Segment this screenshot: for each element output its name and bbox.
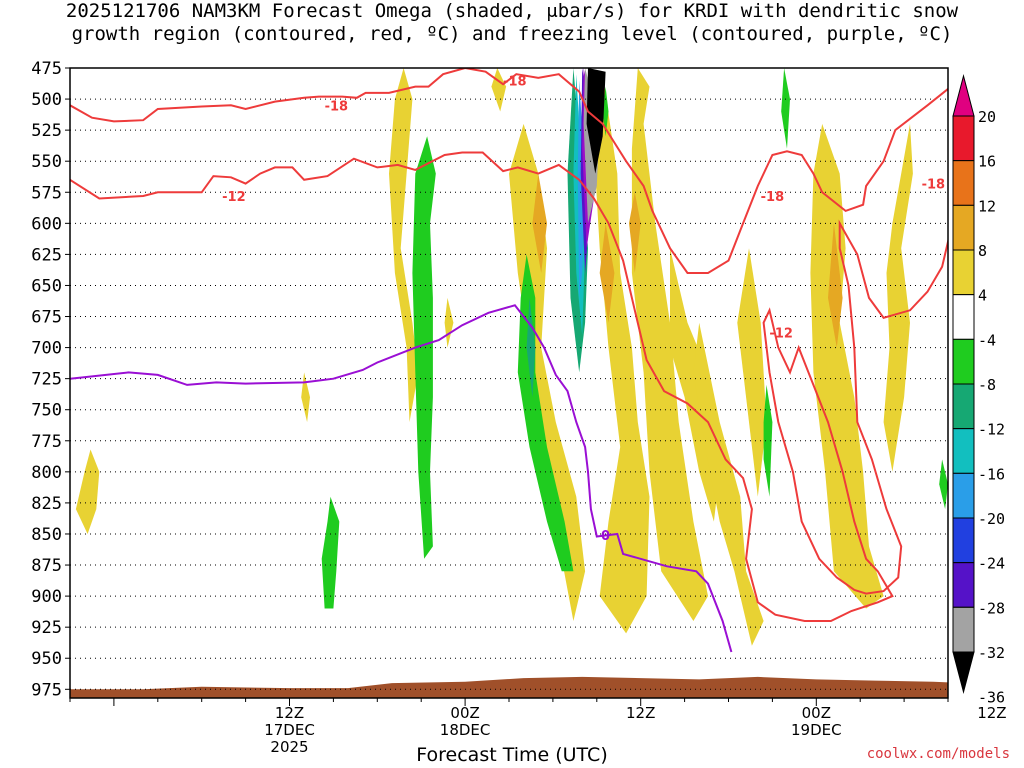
y-tick-label: 500 — [31, 90, 62, 110]
colorbar-label: 16 — [978, 153, 996, 171]
dgz-contour-label: -18 — [761, 190, 785, 205]
y-tick-label: 975 — [31, 680, 62, 700]
colorbar-label: -8 — [978, 376, 996, 394]
colorbar-swatch — [953, 116, 974, 161]
x-tick-label: 00Z — [802, 704, 831, 722]
colorbar-label: 4 — [978, 287, 987, 305]
colorbar-label: -32 — [978, 644, 1005, 662]
colorbar-swatch — [953, 607, 974, 652]
omega-region--4 — [939, 459, 948, 509]
colorbar-label: -12 — [978, 421, 1005, 439]
y-tick-label: 775 — [31, 432, 62, 452]
colorbar-label: -36 — [978, 689, 1005, 707]
colorbar-swatch — [953, 473, 974, 518]
omega-region-4 — [76, 450, 99, 535]
y-tick-label: 875 — [31, 556, 62, 576]
x-tick-label: 19DEC — [791, 721, 842, 739]
colorbar-swatch — [953, 205, 974, 250]
plot-content: -18 -18 -12 -18 -18 -12 0 — [70, 68, 1024, 698]
y-tick-label: 650 — [31, 276, 62, 296]
colorbar-label: -20 — [978, 510, 1005, 528]
dgz-contour-label: -18 — [503, 74, 527, 89]
colorbar-swatch — [953, 563, 974, 608]
colorbar-label: -4 — [978, 331, 996, 349]
dgz-contour-label: -12 — [222, 190, 246, 205]
omega-region-4 — [301, 372, 310, 422]
terrain-fill — [70, 677, 1024, 698]
y-tick-label: 750 — [31, 401, 62, 421]
y-tick-label: 925 — [31, 618, 62, 638]
x-tick-label: 12Z — [977, 704, 1006, 722]
y-tick-label: 575 — [31, 183, 62, 203]
source-credit: coolwx.com/models — [867, 746, 1010, 762]
colorbar-swatch — [953, 518, 974, 563]
x-tick-label: 12Z — [626, 704, 655, 722]
colorbar-swatch — [953, 339, 974, 384]
omega-region-4 — [737, 248, 766, 497]
y-tick-label: 675 — [31, 308, 62, 328]
dgz-contour-label: -18 — [922, 178, 946, 193]
y-tick-label: 475 — [31, 59, 62, 79]
y-tick-label: 625 — [31, 245, 62, 265]
colorbar-label: 8 — [978, 242, 987, 260]
omega-region-4 — [884, 124, 913, 472]
y-tick-label: 800 — [31, 463, 62, 483]
x-tick-label: 17DEC — [264, 721, 315, 739]
colorbar-label: -24 — [978, 555, 1005, 573]
colorbar-swatch — [953, 384, 974, 429]
y-tick-label: 550 — [31, 152, 62, 172]
colorbar-swatch — [953, 429, 974, 474]
y-tick-label: 850 — [31, 525, 62, 545]
freezing-level-contour — [1005, 540, 1012, 569]
dgz-contour-label: -12 — [769, 327, 793, 342]
omega-region-4 — [810, 124, 883, 609]
freezing-level-label: 0 — [601, 529, 610, 544]
colorbar-swatch — [953, 295, 974, 340]
colorbar-top-arrow — [953, 76, 974, 116]
y-tick-label: 825 — [31, 494, 62, 514]
dgz-contour-label: -18 — [325, 99, 349, 114]
colorbar-label: 20 — [978, 108, 996, 126]
y-tick-label: 600 — [31, 214, 62, 234]
y-tick-label: 525 — [31, 121, 62, 141]
colorbar-label: -28 — [978, 599, 1005, 617]
plot-area: -18 -18 -12 -18 -18 -12 0 — [70, 68, 1024, 698]
x-tick-label: 12Z — [275, 704, 304, 722]
y-tick-label: 725 — [31, 370, 62, 390]
x-tick-label: 18DEC — [440, 721, 491, 739]
omega-region--4 — [322, 497, 340, 609]
colorbar-bottom-arrow — [953, 652, 974, 692]
y-tick-label: 900 — [31, 587, 62, 607]
x-tick-label: 00Z — [450, 704, 479, 722]
y-tick-label: 700 — [31, 339, 62, 359]
omega-region-4 — [980, 68, 995, 136]
y-tick-label: 950 — [31, 649, 62, 669]
omega-region-4 — [445, 298, 454, 348]
colorbar-label: -16 — [978, 465, 1005, 483]
colorbar-label: 12 — [978, 197, 996, 215]
colorbar-swatch — [953, 161, 974, 206]
colorbar-swatch — [953, 250, 974, 295]
colorbar: 20 16 12 8 4 -4 -8 -12 -16 -20 -24 -28 -32 -36 — [953, 76, 1005, 707]
omega-region--4 — [781, 68, 790, 149]
